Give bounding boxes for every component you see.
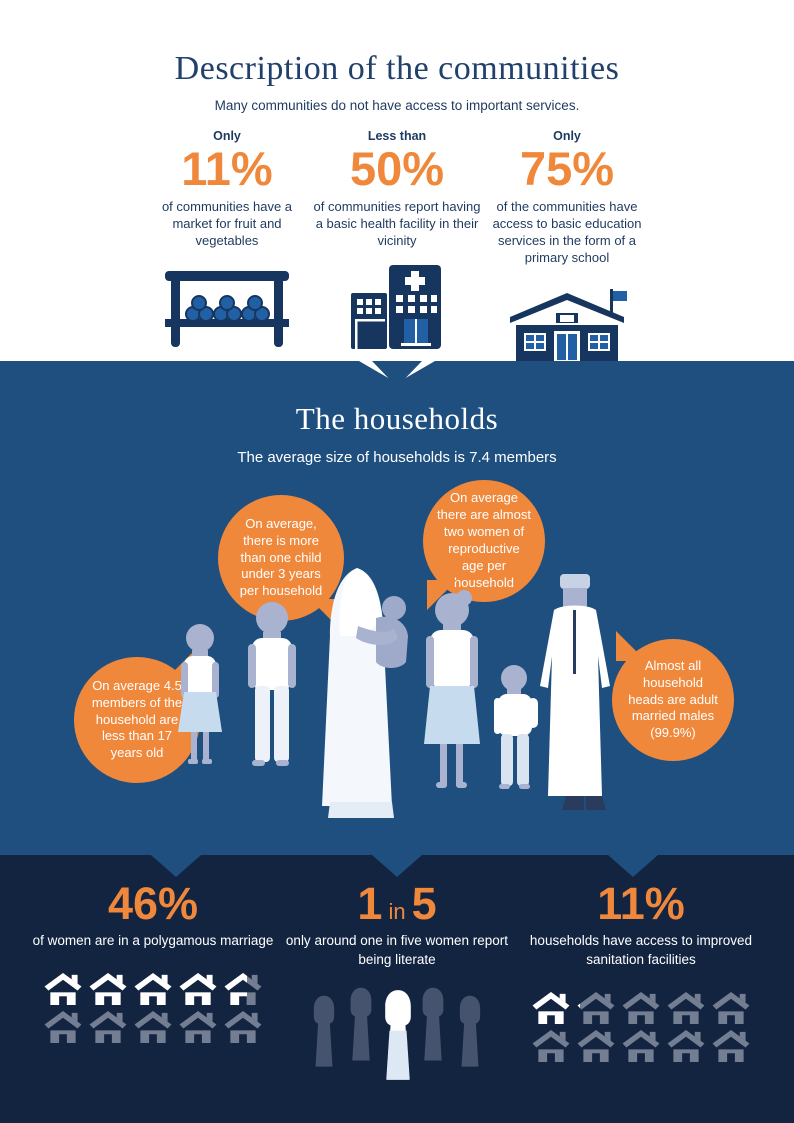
- house-icon: [531, 991, 571, 1024]
- stat-health: Less than 50% of communities report havi…: [312, 129, 482, 369]
- woman-figure-icon: [350, 987, 372, 1061]
- bubble-text: On average there are almost two women of…: [437, 490, 531, 590]
- stat-qualifier: Only: [553, 129, 581, 143]
- house-icon: [223, 972, 263, 1005]
- house-row: [531, 1029, 751, 1062]
- small-boy-silhouette: [494, 665, 538, 789]
- stat-description: of the communities have access to basic …: [492, 198, 642, 266]
- stat-value: 11%: [181, 142, 273, 195]
- stat-value: 11%: [597, 878, 685, 929]
- stat-value-part: 1: [357, 878, 383, 929]
- page-subtitle: Many communities do not have access to i…: [214, 98, 580, 113]
- households-section: The households The average size of house…: [0, 361, 794, 855]
- bubble-members-under-17: On average 4.5 members of the household …: [74, 649, 200, 783]
- house-icon: [666, 1029, 706, 1062]
- stat-description: of women are in a polygamous marriage: [32, 933, 274, 948]
- mother-with-baby-silhouette: [322, 568, 408, 818]
- family-silhouettes: [162, 566, 632, 841]
- stat-description: only around one in five women report bei…: [285, 933, 509, 967]
- stat-description: of communities have a market for fruit a…: [161, 198, 293, 249]
- community-stats-row: Only 11% of communities have a market fo…: [0, 129, 794, 369]
- bubble-women-reproductive-age: On average there are almost two women of…: [423, 480, 545, 610]
- stat-description: of communities report having a basic hea…: [313, 198, 481, 249]
- market-stall-icon: [142, 259, 312, 351]
- woman-figure-icon: [313, 995, 335, 1067]
- house-icon: [88, 972, 128, 1005]
- house-icon: [43, 1010, 83, 1043]
- stat-description: households have access to improved sanit…: [529, 933, 753, 967]
- stat-polygamous-marriage: 46% of women are in a polygamous marriag…: [31, 855, 275, 1123]
- stat-value-part: 5: [411, 878, 437, 929]
- households-subtitle: The average size of households is 7.4 me…: [237, 449, 557, 466]
- down-arrow-icon: [151, 855, 201, 877]
- house-row: [43, 1010, 263, 1043]
- stat-education: Only 75% of the communities have access …: [482, 129, 652, 369]
- house-icon: [621, 991, 661, 1024]
- stat-market: Only 11% of communities have a market fo…: [142, 129, 312, 369]
- communities-section: Description of the communities Many comm…: [0, 0, 794, 367]
- stat-women-literacy: 1 in 5 only around one in five women repor…: [275, 855, 519, 1123]
- bubble-tail: [616, 631, 646, 661]
- houses-pictograph: [531, 986, 751, 1062]
- bubble-text: On average 4.5 members of the household …: [91, 677, 183, 761]
- house-icon: [576, 1029, 616, 1062]
- stat-value-part: in: [388, 899, 406, 924]
- stat-value: 46%: [107, 878, 199, 929]
- bubble-household-heads: Almost all household heads are adult mar…: [612, 631, 734, 761]
- house-row: [531, 991, 751, 1024]
- stat-sanitation: 11% households have access to improved s…: [519, 855, 763, 1123]
- woman-figure-icon: [385, 989, 411, 1080]
- bottom-stats-section: 46% of women are in a polygamous marriag…: [0, 855, 794, 1123]
- school-icon: [482, 277, 652, 369]
- house-icon: [133, 1010, 173, 1043]
- woman-figure-icon: [422, 987, 444, 1061]
- father-silhouette: [540, 574, 610, 810]
- house-icon: [576, 991, 616, 1024]
- women-pictograph: [302, 982, 492, 1084]
- house-icon: [178, 1010, 218, 1043]
- bubble-text: Almost all household heads are adult mar…: [628, 657, 718, 741]
- bubble-text: On average, there is more than one child…: [239, 515, 323, 599]
- house-icon: [178, 972, 218, 1005]
- households-title: The households: [295, 401, 499, 436]
- stat-qualifier: Less than: [367, 129, 427, 143]
- house-icon: [621, 1029, 661, 1062]
- page-title: Description of the communities: [174, 50, 620, 87]
- house-row: [43, 972, 263, 1005]
- houses-pictograph: [43, 967, 263, 1043]
- stat-value: 50%: [349, 142, 445, 195]
- bubble-children-under-3: On average, there is more than one child…: [218, 495, 344, 629]
- house-icon: [88, 1010, 128, 1043]
- section-divider-arrow-icon: [357, 361, 437, 391]
- house-icon: [711, 991, 751, 1024]
- woman-figure-icon: [459, 995, 481, 1067]
- house-icon: [223, 1010, 263, 1043]
- boy-silhouette: [248, 602, 296, 766]
- house-icon: [531, 1029, 571, 1062]
- house-icon: [133, 972, 173, 1005]
- house-icon: [666, 991, 706, 1024]
- stat-value: 1 in 5: [275, 881, 519, 926]
- down-arrow-icon: [372, 855, 422, 877]
- stat-value: 75%: [519, 142, 615, 195]
- house-icon: [711, 1029, 751, 1062]
- health-facility-icon: [312, 259, 482, 351]
- woman-silhouette: [424, 590, 480, 788]
- down-arrow-icon: [608, 855, 658, 877]
- stat-qualifier: Only: [213, 129, 241, 143]
- girl-silhouette: [178, 624, 222, 764]
- house-icon: [43, 972, 83, 1005]
